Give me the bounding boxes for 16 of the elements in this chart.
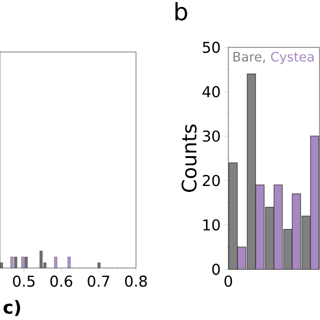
chart-title: b (175, 2, 188, 21)
y-tick-label: 20 (202, 174, 220, 186)
x-tick-label: 0.5 (13, 276, 34, 287)
x-tick-label: 0.7 (88, 276, 110, 287)
x-axis-title: c) (4, 300, 20, 316)
y-tick-label: 30 (202, 130, 220, 142)
x-tick-label: 0.6 (50, 276, 72, 287)
text: Cystea (271, 52, 314, 64)
y-tick-label: 0 (212, 264, 220, 275)
text: 0 (224, 275, 232, 287)
y-tick-label: 40 (202, 86, 220, 98)
series-label: Bare, (234, 52, 265, 63)
y-tick-label: 10 (203, 219, 220, 231)
y-axis-title: Counts (182, 124, 197, 192)
x-tick-label: 0.8 (125, 276, 147, 287)
y-tick-label: 50 (202, 42, 220, 53)
